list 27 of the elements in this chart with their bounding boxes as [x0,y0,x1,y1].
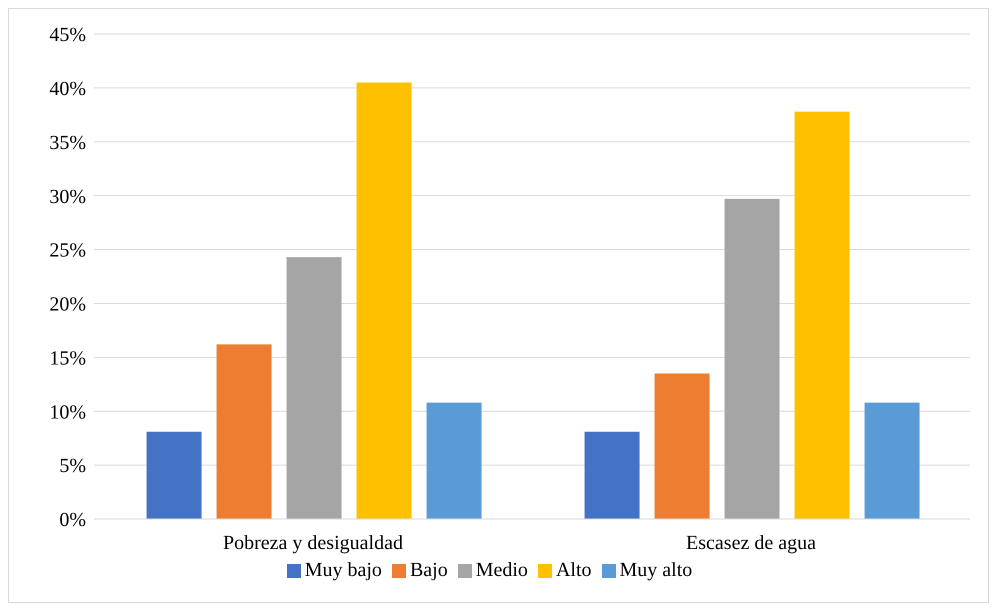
y-tick-label: 5% [59,455,86,478]
bar [724,198,780,519]
bar [356,82,412,519]
y-tick-label: 25% [49,240,86,262]
legend-label: Medio [476,559,528,581]
y-tick-label: 30% [49,186,86,208]
bar [654,374,710,519]
y-tick-label: 20% [49,294,86,316]
bar [146,432,202,519]
legend-label: Muy alto [620,559,692,581]
x-tick-label: Pobreza y desigualdad [223,532,403,554]
bar [584,432,640,519]
legend-label: Muy bajo [304,559,382,581]
bar [864,402,920,519]
y-tick-label: 10% [49,401,86,424]
legend-label: Alto [556,559,592,581]
bar [426,402,482,519]
y-tick-label: 0% [59,509,86,532]
bar [794,112,850,519]
y-tick-label: 15% [49,347,86,370]
bar [216,344,272,519]
legend-label: Bajo [410,559,448,581]
x-tick-label: Escasez de agua [686,532,816,554]
y-tick-label: 35% [49,132,86,154]
y-tick-label: 45% [49,24,86,46]
y-tick-label: 40% [49,78,86,100]
bar [286,257,342,519]
